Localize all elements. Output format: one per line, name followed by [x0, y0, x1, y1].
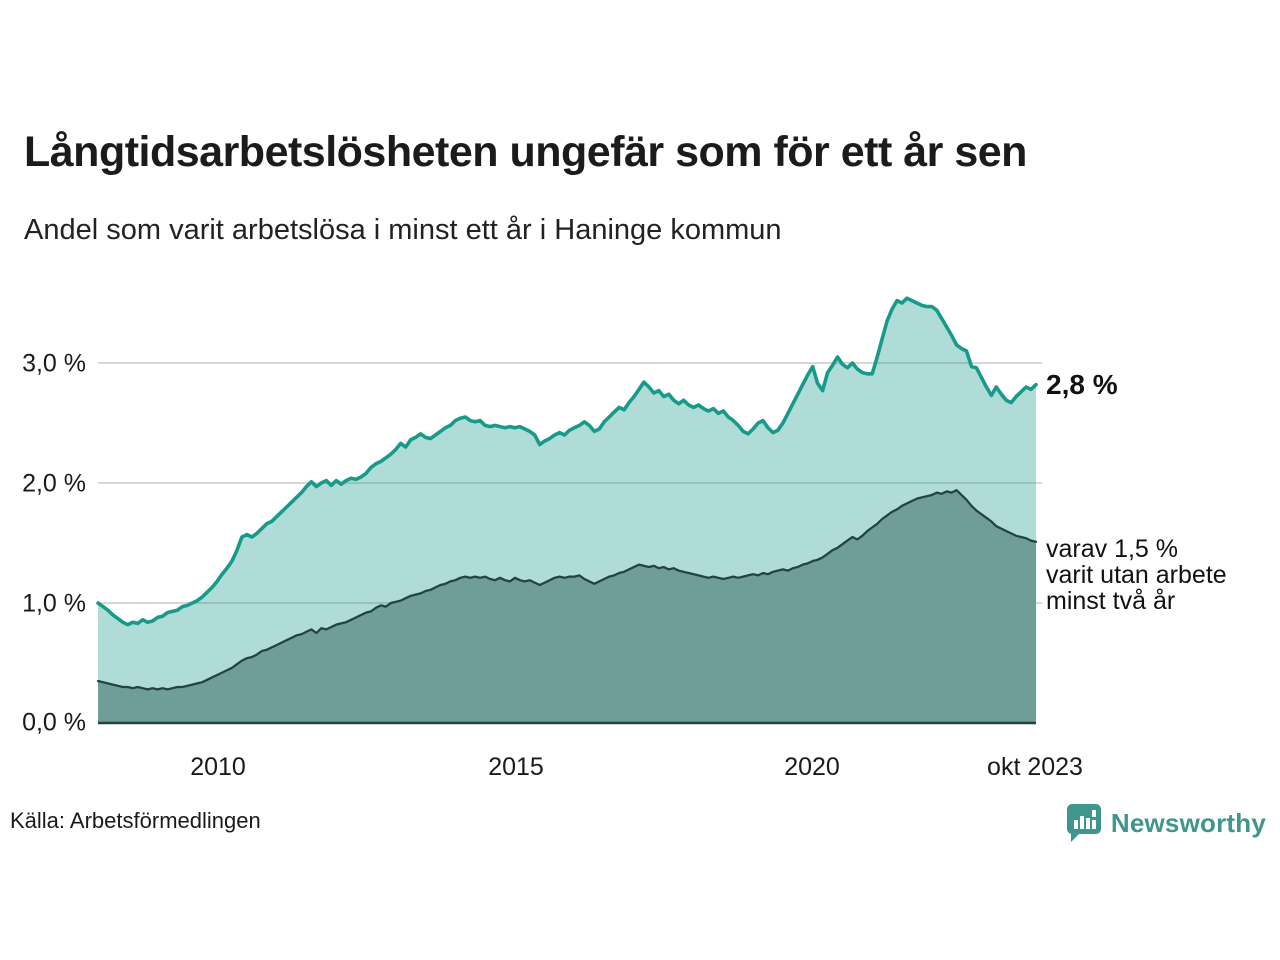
source-note: Källa: Arbetsförmedlingen	[10, 808, 261, 833]
newsworthy-logo-icon	[1065, 802, 1103, 844]
end-value-label-secondary: varav 1,5 % varit utan arbete minst två …	[1046, 536, 1227, 614]
end-value-label-secondary-line1: varav 1,5 %	[1046, 535, 1179, 563]
y-axis-tick-0: 0,0 %	[22, 708, 86, 737]
chart-subtitle: Andel som varit arbetslösa i minst ett å…	[24, 214, 782, 246]
x-axis-tick-2010: 2010	[190, 753, 246, 781]
end-value-label-secondary-line3: minst två år	[1046, 587, 1176, 615]
y-axis-tick-2: 2,0 %	[22, 469, 86, 498]
x-axis-tick-2015: 2015	[488, 753, 544, 781]
end-value-label-secondary-line2: varit utan arbete	[1046, 561, 1227, 589]
newsworthy-logo-text: Newsworthy	[1110, 807, 1266, 838]
y-axis-tick-1: 1,0 %	[22, 589, 86, 618]
y-axis-tick-3: 3,0 %	[22, 349, 86, 378]
chart-title: Långtidsarbetslösheten ungefär som för e…	[24, 128, 1027, 176]
x-axis-tick-okt-2023: okt 2023	[987, 753, 1083, 781]
end-value-label-primary: 2,8 %	[1046, 369, 1118, 400]
x-axis-tick-2020: 2020	[784, 753, 840, 781]
newsworthy-logo: Newsworthy	[1065, 802, 1266, 844]
